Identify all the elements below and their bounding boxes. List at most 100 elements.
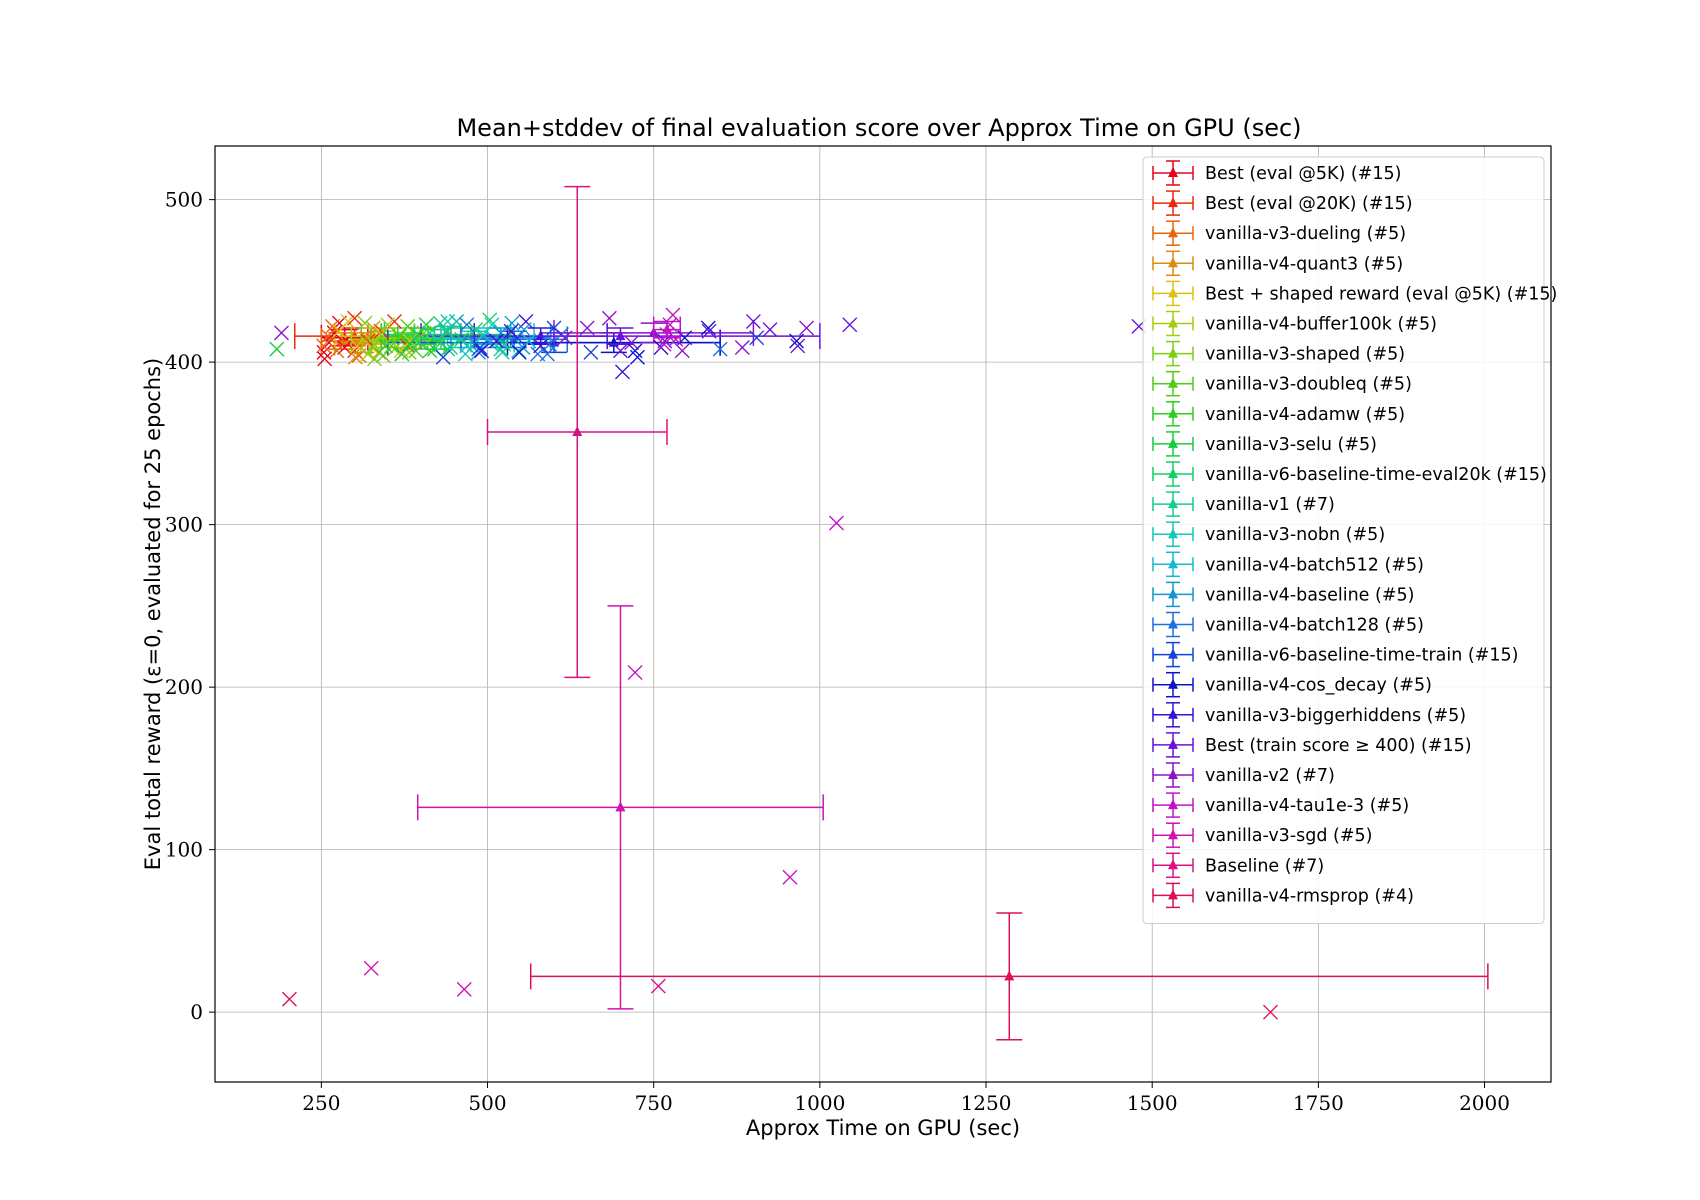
legend-marker <box>1168 197 1178 208</box>
sample-marker <box>373 327 389 342</box>
legend-marker <box>1168 648 1178 659</box>
sample-marker <box>1263 1004 1278 1020</box>
legend-marker <box>1168 257 1178 268</box>
legend-marker <box>1168 317 1178 328</box>
sample-marker <box>443 340 459 355</box>
sample-marker <box>700 320 716 336</box>
sample-marker <box>440 341 456 357</box>
legend-marker <box>1168 347 1178 358</box>
mean-marker <box>1004 970 1015 981</box>
axis-ticks: 250 500 750 1000 1250 1500 1750 2000 0 100 200 300 4… <box>165 188 1510 1115</box>
sample-marker <box>274 325 289 341</box>
legend-marker <box>1168 618 1178 629</box>
legend-marker <box>1168 377 1178 388</box>
legend-item: vanilla-v3-dueling (#5) <box>1152 220 1406 246</box>
y-axis-label: Eval total reward (ε=0, evaluated for 25… <box>141 358 165 870</box>
legend-item: Best + shaped reward (eval @5K) (#15) <box>1152 280 1557 307</box>
sample-marker <box>674 343 690 359</box>
mean-marker <box>572 426 583 436</box>
legend-marker <box>1168 889 1178 900</box>
legend-item: vanilla-v3-sgd (#5) <box>1152 822 1372 848</box>
sample-marker <box>320 328 336 344</box>
sample-marker <box>281 991 297 1007</box>
sample-marker <box>533 338 549 354</box>
sample-marker <box>557 330 573 346</box>
sample-marker <box>435 349 451 365</box>
x-tick-label: 500 <box>468 1091 506 1115</box>
sample-marker <box>459 338 475 354</box>
legend-marker <box>1168 528 1178 539</box>
legend-label: vanilla-v3-selu (#5) <box>1205 435 1377 455</box>
legend-label: vanilla-v4-batch512 (#5) <box>1205 555 1424 575</box>
legend-label: vanilla-v3-shaped (#5) <box>1205 345 1405 365</box>
legend-label: Baseline (#7) <box>1205 856 1324 876</box>
sample-marker <box>656 336 672 352</box>
sample-marker <box>701 323 717 339</box>
sample-marker <box>392 328 408 344</box>
sample-marker <box>734 340 750 355</box>
legend-label: Best (eval @20K) (#15) <box>1205 194 1413 214</box>
sample-marker <box>456 981 472 997</box>
legend-label: vanilla-v1 (#7) <box>1205 495 1335 515</box>
sample-marker <box>269 341 285 357</box>
markers-layer <box>269 307 1278 1020</box>
legend-item: vanilla-v3-shaped (#5) <box>1152 340 1405 367</box>
legend-item: vanilla-v2 (#7) <box>1152 762 1335 788</box>
legend-item: Best (eval @5K) (#15) <box>1152 160 1402 186</box>
y-tick-label: 200 <box>165 675 203 699</box>
legend-item: Best (eval @20K) (#15) <box>1152 190 1413 216</box>
legend-label: vanilla-v4-tau1e-3 (#5) <box>1205 796 1409 816</box>
x-tick-label: 1750 <box>1293 1091 1344 1115</box>
sample-marker <box>799 320 815 336</box>
legend-item: Best (train score ≥ 400) (#15) <box>1152 732 1472 758</box>
x-tick-label: 250 <box>302 1091 340 1115</box>
sample-marker <box>360 346 376 362</box>
sample-marker <box>665 307 681 323</box>
legend-marker <box>1168 227 1178 238</box>
legend-label: vanilla-v6-baseline-time-eval20k (#15) <box>1205 465 1547 485</box>
sample-marker <box>782 869 798 885</box>
sample-marker <box>789 333 805 349</box>
sample-marker <box>790 338 806 354</box>
sample-marker <box>459 317 475 333</box>
y-tick-label: 500 <box>165 188 203 212</box>
legend-marker <box>1168 437 1178 448</box>
sample-marker <box>418 317 434 333</box>
x-tick-label: 1500 <box>1127 1091 1178 1115</box>
plot-frame <box>214 145 1552 1083</box>
sample-marker <box>539 346 555 362</box>
sample-marker <box>745 314 761 329</box>
legend-marker <box>1168 167 1178 177</box>
sample-marker <box>468 322 484 338</box>
sample-marker <box>712 341 728 357</box>
legend-item: vanilla-v4-batch128 (#5) <box>1152 611 1424 638</box>
legend-marker <box>1168 558 1178 569</box>
legend-item: vanilla-v6-baseline-time-eval20k (#15) <box>1152 461 1547 487</box>
legend-marker <box>1168 708 1178 719</box>
mean-marker <box>615 330 626 341</box>
legend-label: vanilla-v4-batch128 (#5) <box>1205 616 1424 636</box>
sample-marker <box>317 351 333 367</box>
legend-marker <box>1168 588 1178 599</box>
sample-marker <box>329 343 345 359</box>
legend-marker <box>1168 829 1178 840</box>
sample-marker <box>384 338 399 354</box>
sample-marker <box>762 322 778 338</box>
sample-marker <box>546 320 562 336</box>
legend-label: Best (train score ≥ 400) (#15) <box>1205 736 1472 756</box>
sample-marker <box>416 325 432 341</box>
sample-marker <box>659 327 675 342</box>
sample-marker <box>472 340 488 355</box>
errorbar-series <box>416 605 824 1010</box>
legend-item: vanilla-v4-quant3 (#5) <box>1152 250 1403 277</box>
legend-marker <box>1168 498 1178 509</box>
sample-marker <box>579 320 595 336</box>
legend: Best (eval @5K) (#15) Best (eval @20K) (#… <box>1142 156 1557 924</box>
sample-marker <box>367 351 382 367</box>
sample-marker <box>482 312 498 328</box>
sample-marker <box>357 315 373 331</box>
sample-marker <box>488 333 504 349</box>
sample-marker <box>583 344 599 360</box>
sample-marker <box>347 310 363 326</box>
sample-marker <box>337 340 353 355</box>
